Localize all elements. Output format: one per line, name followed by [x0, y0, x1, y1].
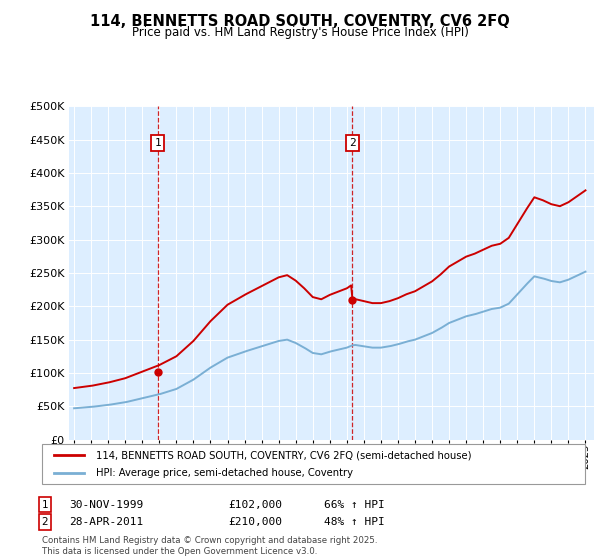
- Text: £102,000: £102,000: [228, 500, 282, 510]
- Text: 30-NOV-1999: 30-NOV-1999: [69, 500, 143, 510]
- Text: 48% ↑ HPI: 48% ↑ HPI: [324, 517, 385, 527]
- Text: Price paid vs. HM Land Registry's House Price Index (HPI): Price paid vs. HM Land Registry's House …: [131, 26, 469, 39]
- Text: 2: 2: [349, 138, 356, 148]
- Text: HPI: Average price, semi-detached house, Coventry: HPI: Average price, semi-detached house,…: [96, 468, 353, 478]
- Text: 1: 1: [155, 138, 161, 148]
- Text: £210,000: £210,000: [228, 517, 282, 527]
- Text: 114, BENNETTS ROAD SOUTH, COVENTRY, CV6 2FQ: 114, BENNETTS ROAD SOUTH, COVENTRY, CV6 …: [90, 14, 510, 29]
- Text: 114, BENNETTS ROAD SOUTH, COVENTRY, CV6 2FQ (semi-detached house): 114, BENNETTS ROAD SOUTH, COVENTRY, CV6 …: [96, 450, 472, 460]
- Text: 1: 1: [41, 500, 49, 510]
- Text: 2: 2: [41, 517, 49, 527]
- Text: Contains HM Land Registry data © Crown copyright and database right 2025.
This d: Contains HM Land Registry data © Crown c…: [42, 536, 377, 556]
- Text: 28-APR-2011: 28-APR-2011: [69, 517, 143, 527]
- Text: 66% ↑ HPI: 66% ↑ HPI: [324, 500, 385, 510]
